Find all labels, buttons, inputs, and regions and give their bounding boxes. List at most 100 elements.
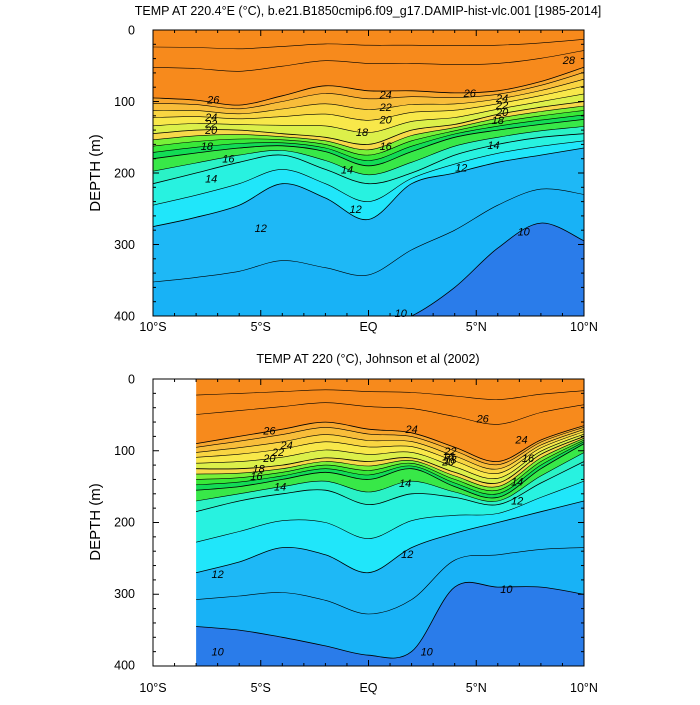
y-axis-label: DEPTH (m) <box>87 483 104 561</box>
isotherm-26 <box>153 50 584 72</box>
panel-title: TEMP AT 220.4°E (°C), b.e21.B1850cmip6.f… <box>135 4 602 18</box>
isotherm-21 <box>196 433 584 480</box>
x-tick-label: EQ <box>359 320 377 334</box>
contour-label: 26 <box>206 94 220 106</box>
y-tick-label: 0 <box>128 373 135 387</box>
isotherm-18 <box>196 439 584 492</box>
y-tick-label: 300 <box>114 238 135 252</box>
x-tick-label: 10°N <box>570 320 598 334</box>
y-tick-labels: 0 100 200 300 400 <box>114 373 135 673</box>
contour-label: 24 <box>495 93 508 105</box>
contour-label: 20 <box>441 457 455 469</box>
isotherm-13 <box>196 480 584 543</box>
x-tick-label: 5°N <box>466 320 487 334</box>
isotherm-22 <box>196 431 584 474</box>
y-tick-label: 100 <box>114 95 135 109</box>
contour-label: 18 <box>356 127 369 139</box>
contour-label: 24 <box>379 89 392 101</box>
axis-ticks <box>152 29 585 317</box>
isotherm-12 <box>196 500 584 574</box>
contour-label: 24 <box>514 434 527 446</box>
contour-label: 10 <box>395 308 408 320</box>
isotherm-15 <box>153 126 584 176</box>
x-tick-label: 10°N <box>570 681 598 695</box>
panel-title: TEMP AT 220 (°C), Johnson et al (2002) <box>256 352 479 366</box>
isotherm-lines <box>196 389 584 659</box>
isotherm-24 <box>196 427 584 466</box>
y-tick-label: 300 <box>114 587 135 601</box>
contour-label: 16 <box>250 471 263 483</box>
contour-labels: 2624222018161412121416182022242624161412… <box>211 414 535 659</box>
contour-label: 24 <box>279 440 292 452</box>
contour-label: 16 <box>380 141 393 153</box>
x-tick-label: 10°S <box>139 320 166 334</box>
contour-label: 18 <box>492 115 505 127</box>
contour-label: 10 <box>421 647 434 659</box>
contour-label: 12 <box>255 223 267 235</box>
y-axis-label: DEPTH (m) <box>87 134 104 212</box>
contour-label: 26 <box>476 414 490 426</box>
contour-label: 10 <box>518 227 531 239</box>
isotherm-26 <box>196 402 584 425</box>
temperature-band-10 <box>196 582 584 666</box>
contour-label: 14 <box>274 482 286 494</box>
isotherm-23 <box>153 78 584 115</box>
contour-label: 22 <box>379 102 392 114</box>
contour-label: 24 <box>404 424 417 436</box>
isotherm-11 <box>153 188 584 283</box>
isotherm-17 <box>153 114 584 161</box>
contour-label: 20 <box>262 453 276 465</box>
no-data-region <box>153 379 197 666</box>
contour-label: 20 <box>495 107 509 119</box>
y-tick-label: 0 <box>128 24 135 38</box>
isotherm-20 <box>196 436 584 484</box>
isotherm-22 <box>153 85 584 121</box>
contour-label: 12 <box>455 162 467 174</box>
isotherm-21 <box>153 93 584 133</box>
contour-label: 18 <box>444 454 457 466</box>
isotherm-27 <box>196 389 584 400</box>
x-tick-label: 5°S <box>251 320 271 334</box>
isotherm-25 <box>196 421 584 462</box>
x-tick-label: 10°S <box>139 681 166 695</box>
isotherm-27 <box>153 39 584 50</box>
contour-label: 26 <box>262 426 276 438</box>
y-tick-label: 200 <box>114 167 135 181</box>
x-tick-labels: 10°S 5°S EQ 5°N 10°N <box>139 681 598 695</box>
isotherm-16 <box>196 443 584 499</box>
contour-label: 12 <box>349 204 361 216</box>
contour-label: 20 <box>379 114 393 126</box>
contour-label: 18 <box>201 141 214 153</box>
contour-label: 20 <box>204 125 218 137</box>
contour-label: 24 <box>204 112 217 124</box>
contour-label: 22 <box>443 446 456 458</box>
isotherm-14 <box>153 133 584 185</box>
contour-label: 10 <box>500 584 513 596</box>
isotherm-24 <box>153 72 584 110</box>
isotherm-16 <box>153 119 584 167</box>
isotherm-lines <box>153 39 584 316</box>
temperature-band-10 <box>411 223 584 316</box>
isotherm-19 <box>153 105 584 151</box>
isotherm-10 <box>410 222 584 316</box>
contour-label: 14 <box>341 164 353 176</box>
x-tick-label: 5°S <box>251 681 271 695</box>
panel-top: TEMP AT 220.4°E (°C), b.e21.B1850cmip6.f… <box>87 4 602 334</box>
isotherm-18 <box>153 110 584 156</box>
panel-bottom: TEMP AT 220 (°C), Johnson et al (2002) D… <box>87 352 598 695</box>
y-tick-label: 400 <box>114 310 135 324</box>
isotherm-14 <box>196 461 584 513</box>
axis-ticks <box>152 378 585 667</box>
contour-label: 12 <box>511 495 523 507</box>
isotherm-13 <box>153 140 584 206</box>
contour-fills <box>153 379 584 666</box>
isotherm-15 <box>196 452 584 502</box>
y-tick-label: 100 <box>114 444 135 458</box>
contour-label: 10 <box>211 647 224 659</box>
isotherm-20 <box>153 101 584 145</box>
contour-label: 22 <box>495 100 508 112</box>
x-tick-label: 5°N <box>466 681 487 695</box>
contour-label: 12 <box>401 549 413 561</box>
